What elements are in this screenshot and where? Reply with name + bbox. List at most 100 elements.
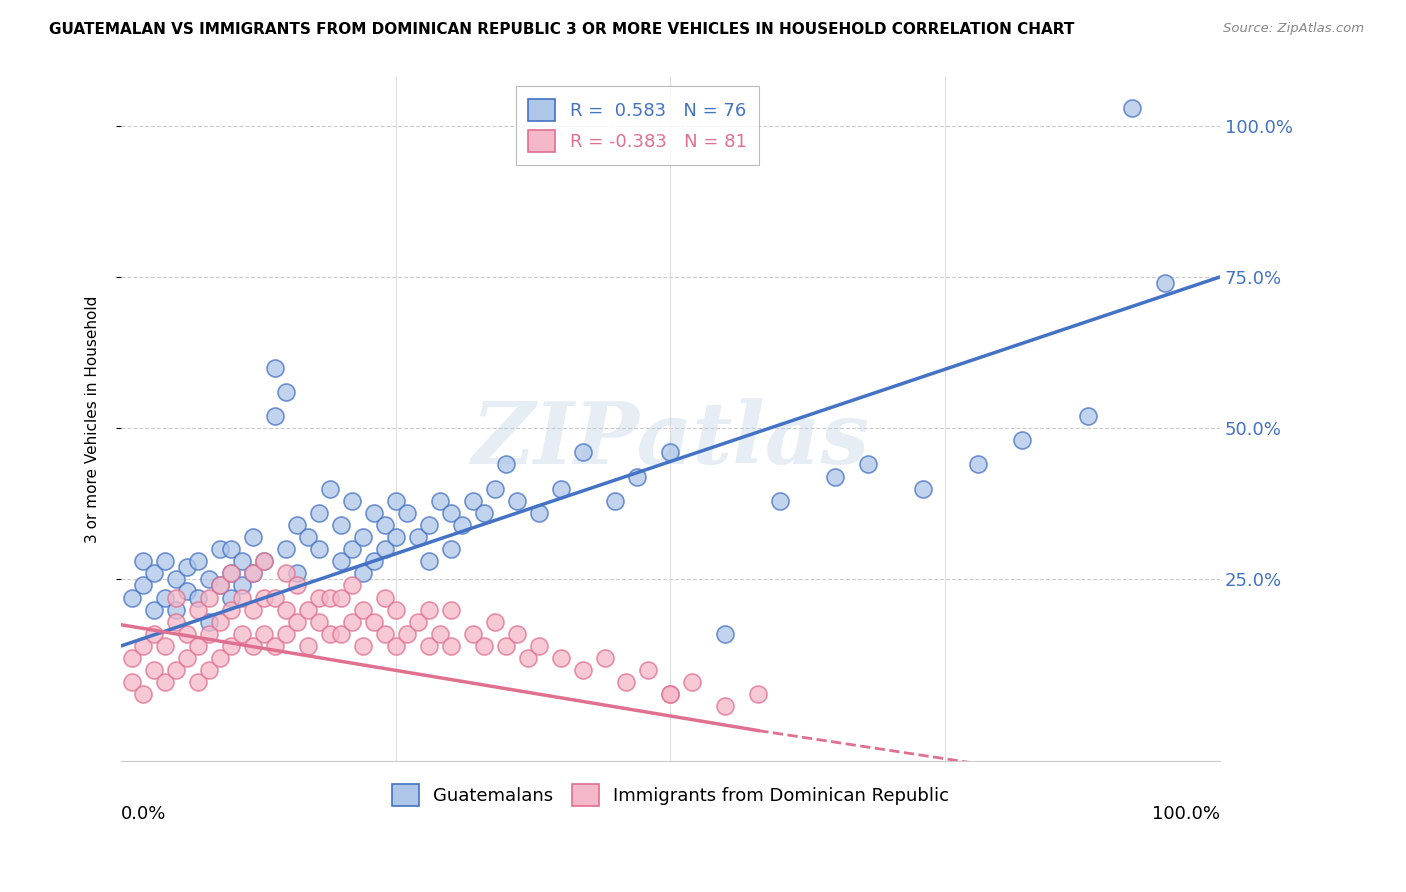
Point	[505, 627, 527, 641]
Point	[527, 639, 550, 653]
Point	[274, 542, 297, 557]
Point	[571, 663, 593, 677]
Point	[429, 493, 451, 508]
Point	[242, 530, 264, 544]
Point	[308, 542, 330, 557]
Point	[165, 591, 187, 605]
Point	[605, 493, 627, 508]
Point	[495, 458, 517, 472]
Point	[274, 627, 297, 641]
Point	[856, 458, 879, 472]
Point	[384, 493, 406, 508]
Point	[329, 591, 352, 605]
Point	[219, 591, 242, 605]
Point	[219, 566, 242, 581]
Point	[165, 602, 187, 616]
Point	[219, 542, 242, 557]
Point	[242, 566, 264, 581]
Point	[121, 675, 143, 690]
Point	[593, 651, 616, 665]
Point	[143, 602, 166, 616]
Point	[153, 675, 176, 690]
Point	[208, 615, 231, 629]
Point	[253, 554, 276, 568]
Text: Source: ZipAtlas.com: Source: ZipAtlas.com	[1223, 22, 1364, 36]
Point	[484, 482, 506, 496]
Point	[176, 627, 198, 641]
Point	[198, 663, 221, 677]
Point	[516, 651, 538, 665]
Point	[461, 627, 484, 641]
Point	[285, 615, 308, 629]
Point	[374, 591, 396, 605]
Point	[231, 554, 253, 568]
Point	[165, 663, 187, 677]
Point	[374, 542, 396, 557]
Point	[440, 506, 463, 520]
Point	[187, 639, 209, 653]
Point	[219, 639, 242, 653]
Point	[616, 675, 638, 690]
Point	[659, 687, 682, 701]
Point	[208, 651, 231, 665]
Point	[319, 591, 342, 605]
Point	[165, 615, 187, 629]
Point	[340, 493, 363, 508]
Point	[505, 493, 527, 508]
Point	[406, 615, 429, 629]
Point	[1011, 434, 1033, 448]
Point	[527, 506, 550, 520]
Point	[231, 578, 253, 592]
Point	[132, 639, 155, 653]
Point	[264, 639, 287, 653]
Point	[440, 602, 463, 616]
Text: ZIPatlas: ZIPatlas	[471, 398, 869, 482]
Point	[329, 627, 352, 641]
Point	[198, 627, 221, 641]
Point	[495, 639, 517, 653]
Point	[626, 469, 648, 483]
Point	[208, 542, 231, 557]
Legend: Guatemalans, Immigrants from Dominican Republic: Guatemalans, Immigrants from Dominican R…	[385, 777, 956, 814]
Point	[1077, 409, 1099, 423]
Point	[912, 482, 935, 496]
Point	[395, 506, 418, 520]
Point	[231, 627, 253, 641]
Point	[253, 554, 276, 568]
Point	[550, 482, 572, 496]
Point	[384, 602, 406, 616]
Point	[550, 651, 572, 665]
Point	[187, 554, 209, 568]
Point	[253, 627, 276, 641]
Point	[231, 591, 253, 605]
Point	[659, 445, 682, 459]
Point	[198, 615, 221, 629]
Point	[208, 578, 231, 592]
Point	[429, 627, 451, 641]
Point	[208, 578, 231, 592]
Point	[1121, 101, 1143, 115]
Point	[285, 518, 308, 533]
Point	[571, 445, 593, 459]
Point	[340, 542, 363, 557]
Point	[352, 530, 374, 544]
Point	[132, 578, 155, 592]
Point	[824, 469, 846, 483]
Point	[219, 602, 242, 616]
Point	[329, 554, 352, 568]
Point	[297, 602, 319, 616]
Point	[308, 591, 330, 605]
Point	[340, 578, 363, 592]
Point	[406, 530, 429, 544]
Point	[297, 639, 319, 653]
Point	[198, 591, 221, 605]
Point	[187, 591, 209, 605]
Point	[319, 627, 342, 641]
Point	[187, 675, 209, 690]
Point	[340, 615, 363, 629]
Point	[418, 518, 440, 533]
Text: 0.0%: 0.0%	[121, 805, 166, 823]
Point	[352, 566, 374, 581]
Point	[242, 566, 264, 581]
Point	[440, 542, 463, 557]
